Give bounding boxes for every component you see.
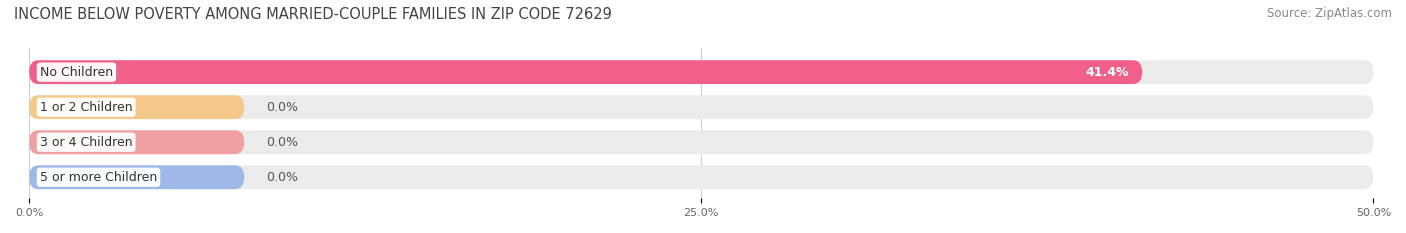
FancyBboxPatch shape [30, 95, 245, 119]
Text: 0.0%: 0.0% [266, 136, 298, 149]
Text: 0.0%: 0.0% [266, 171, 298, 184]
Text: No Children: No Children [39, 66, 112, 79]
FancyBboxPatch shape [30, 60, 1374, 84]
Text: 41.4%: 41.4% [1085, 66, 1129, 79]
FancyBboxPatch shape [30, 130, 1374, 154]
FancyBboxPatch shape [30, 60, 1142, 84]
FancyBboxPatch shape [30, 165, 1374, 189]
Text: 5 or more Children: 5 or more Children [39, 171, 157, 184]
FancyBboxPatch shape [30, 130, 245, 154]
Text: 0.0%: 0.0% [266, 101, 298, 114]
Text: INCOME BELOW POVERTY AMONG MARRIED-COUPLE FAMILIES IN ZIP CODE 72629: INCOME BELOW POVERTY AMONG MARRIED-COUPL… [14, 7, 612, 22]
FancyBboxPatch shape [30, 95, 1374, 119]
FancyBboxPatch shape [30, 165, 245, 189]
Text: 3 or 4 Children: 3 or 4 Children [39, 136, 132, 149]
Text: 1 or 2 Children: 1 or 2 Children [39, 101, 132, 114]
Text: Source: ZipAtlas.com: Source: ZipAtlas.com [1267, 7, 1392, 20]
